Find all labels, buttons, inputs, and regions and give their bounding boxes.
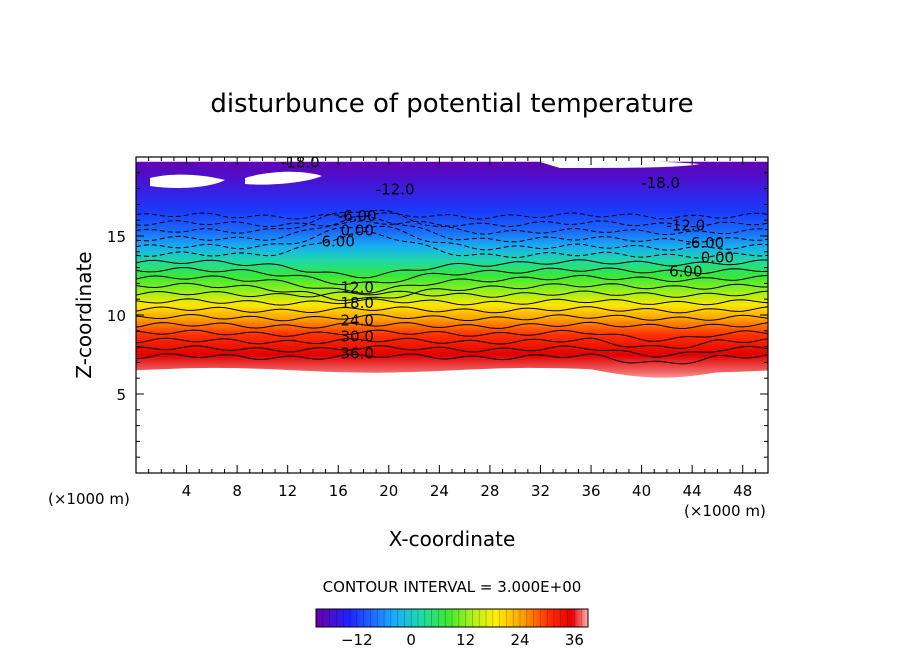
contour-line: [136, 215, 768, 243]
y-axis-label: Z-coordinate: [72, 251, 96, 378]
contour-label: -18.0: [641, 174, 680, 192]
x-tick-label: 16: [329, 482, 348, 500]
contour-label: -18.0: [281, 154, 320, 172]
x-tick-label: 8: [232, 482, 242, 500]
colorbar-gradient: [316, 609, 588, 627]
x-tick-label: 12: [278, 482, 297, 500]
contour-interval-caption: CONTOUR INTERVAL = 3.000E+00: [323, 578, 582, 596]
contour-line: [136, 212, 768, 220]
contour-lines: [136, 209, 768, 365]
x-tick-label: 48: [733, 482, 752, 500]
contour-line: [136, 267, 768, 285]
contour-line: [136, 298, 768, 306]
colorbar-tick-label: 24: [510, 631, 529, 649]
x-unit-label: (×1000 m): [684, 502, 766, 520]
contour-label: 30.0: [340, 327, 373, 345]
x-tick-label: 28: [480, 482, 499, 500]
contour-line: [136, 321, 768, 330]
missing-data-patch: [245, 171, 322, 185]
contour-line: [136, 274, 768, 294]
contour-line: [136, 345, 768, 358]
contour-label: 36.0: [340, 345, 373, 363]
contour-line: [136, 231, 768, 259]
contour-line: [136, 306, 768, 314]
contour-label: -6.00: [685, 234, 724, 252]
colorbar-frame: [315, 608, 589, 628]
contour-label: 12.0: [340, 278, 373, 296]
y-tick-label: 10: [107, 307, 126, 325]
y-axis-ticks: 5 10 15: [107, 172, 768, 458]
contour-label: 6.00: [669, 263, 702, 281]
x-tick-label: 32: [531, 482, 550, 500]
contour-label: -12.0: [666, 217, 705, 235]
x-tick-label: 44: [683, 482, 702, 500]
contour-line: [136, 209, 768, 236]
contour-label: -12.0: [376, 180, 415, 198]
y-tick-label: 5: [116, 386, 126, 404]
contour-line: [136, 282, 768, 302]
missing-data-patch: [540, 159, 700, 168]
contour-line: [136, 329, 768, 342]
contour-line: [136, 259, 768, 279]
colorbar-tick-label: 0: [406, 631, 416, 649]
colorbar-tick-label: −12: [341, 631, 373, 649]
y-tick-label: 15: [107, 228, 126, 246]
chart-title: disturbunce of potential temperature: [210, 89, 693, 119]
colorbar-tick-label: 12: [456, 631, 475, 649]
z-unit-label: (×1000 m): [48, 490, 130, 508]
colorbar-ticks: −12 0 12 24 36: [341, 631, 584, 649]
contour-label: -6.00: [338, 207, 377, 225]
contour-line: [136, 313, 768, 322]
x-tick-label: 36: [581, 482, 600, 500]
plot-area: -18.0-12.0-6.000.006.00-18.0-12.0-6.000.…: [136, 154, 768, 378]
colorbar-tick-label: 36: [565, 631, 584, 649]
contour-label: 0.00: [701, 248, 734, 266]
contour-label: 24.0: [340, 312, 373, 330]
contour-line: [136, 337, 768, 350]
x-axis-ticks: 4 8 12 16 20 24 28 32 36 40 44 48: [148, 157, 756, 500]
contour-line: [136, 353, 768, 365]
contour-line: [136, 220, 768, 228]
x-axis-label: X-coordinate: [389, 527, 516, 551]
x-tick-label: 4: [182, 482, 192, 500]
missing-data-patches: [150, 159, 700, 188]
colorbar-bins: [315, 609, 589, 627]
contour-line: [136, 290, 768, 298]
contour-label: 6.00: [321, 233, 354, 251]
x-tick-label: 24: [430, 482, 449, 500]
contour-label: 18.0: [340, 294, 373, 312]
x-tick-label: 40: [632, 482, 651, 500]
colorbar: −12 0 12 24 36: [315, 608, 589, 649]
contour-line: [136, 225, 768, 251]
contour-labels: -18.0-12.0-6.000.006.00-18.0-12.0-6.000.…: [281, 154, 734, 363]
missing-data-patch: [150, 174, 225, 188]
x-tick-label: 20: [379, 482, 398, 500]
contour-label: 0.00: [340, 221, 373, 239]
